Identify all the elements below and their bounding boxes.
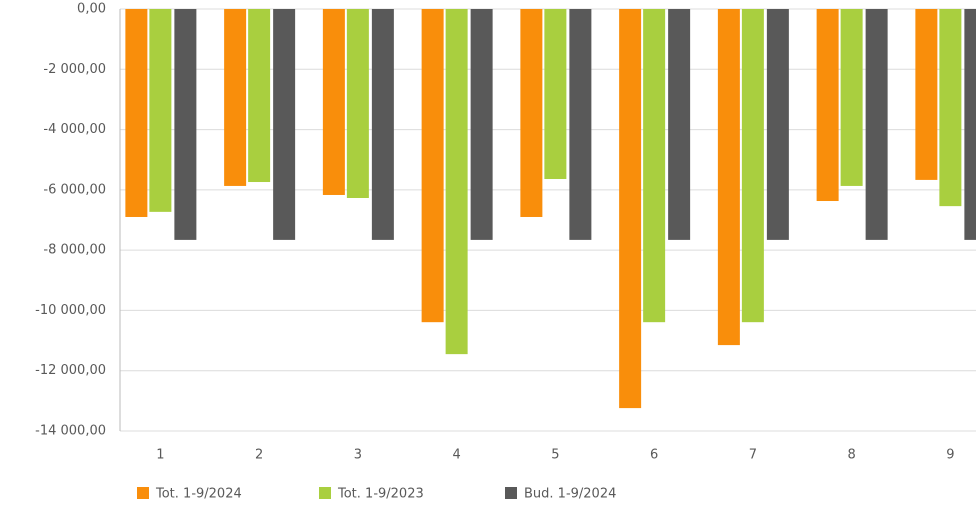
bar: [273, 9, 296, 240]
y-tick-label: -10 000,00: [35, 303, 106, 318]
x-tick-label: 9: [946, 448, 954, 463]
y-tick-label: -6 000,00: [43, 182, 106, 197]
y-tick-label: -14 000,00: [35, 424, 106, 439]
x-tick-label: 2: [255, 448, 263, 463]
bar: [149, 9, 172, 212]
bar: [371, 9, 394, 240]
bar: [865, 9, 888, 240]
bar: [544, 9, 567, 180]
bar: [445, 9, 468, 355]
bar: [569, 9, 592, 240]
y-tick-label: -12 000,00: [35, 363, 106, 378]
bar: [741, 9, 764, 323]
x-tick-label: 6: [650, 448, 658, 463]
y-tick-label: 0,00: [77, 2, 106, 17]
bar: [643, 9, 666, 323]
bar: [248, 9, 271, 183]
bar: [668, 9, 691, 240]
y-tick-label: -2 000,00: [43, 62, 106, 77]
legend-label: Tot. 1-9/2024: [155, 487, 242, 502]
bar: [346, 9, 369, 198]
bar: [520, 9, 543, 217]
legend-swatch: [505, 487, 517, 499]
bar: [224, 9, 247, 186]
x-tick-label: 1: [156, 448, 164, 463]
bar: [939, 9, 962, 207]
x-tick-label: 3: [354, 448, 362, 463]
bar: [470, 9, 493, 240]
x-tick-label: 5: [551, 448, 559, 463]
bar: [125, 9, 148, 217]
legend-swatch: [137, 487, 149, 499]
x-tick-label: 8: [847, 448, 855, 463]
bar: [717, 9, 740, 346]
x-tick-label: 4: [452, 448, 460, 463]
legend-label: Bud. 1-9/2024: [524, 487, 616, 502]
bar: [421, 9, 444, 323]
bar: [964, 9, 976, 240]
y-tick-label: -4 000,00: [43, 122, 106, 137]
bar: [766, 9, 789, 240]
bar: [174, 9, 197, 240]
x-tick-label: 7: [749, 448, 757, 463]
bar: [840, 9, 863, 186]
bar: [915, 9, 938, 180]
legend-swatch: [319, 487, 331, 499]
y-tick-label: -8 000,00: [43, 243, 106, 258]
bar: [816, 9, 839, 202]
legend-label: Tot. 1-9/2023: [337, 487, 424, 502]
bar: [619, 9, 642, 409]
bar: [322, 9, 345, 195]
